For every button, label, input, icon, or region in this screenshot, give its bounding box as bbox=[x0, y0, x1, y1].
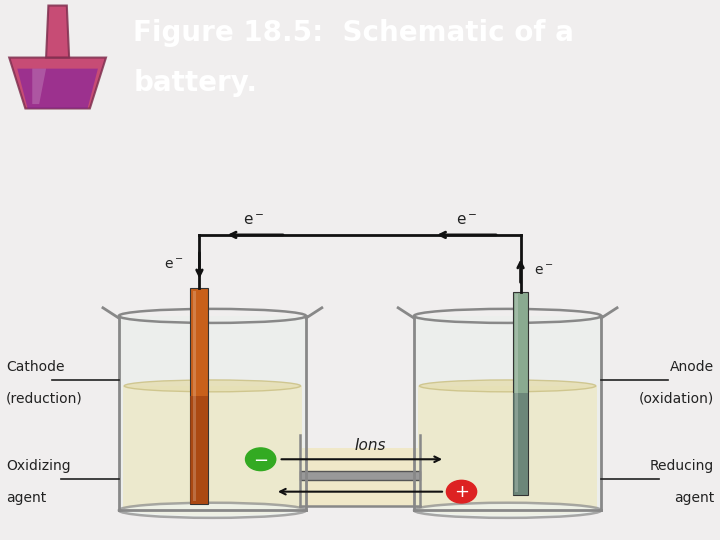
Text: e$^-$: e$^-$ bbox=[164, 258, 184, 272]
Ellipse shape bbox=[125, 380, 301, 392]
Ellipse shape bbox=[123, 501, 302, 516]
PathPatch shape bbox=[9, 58, 106, 109]
Ellipse shape bbox=[119, 503, 306, 518]
Text: e$^-$: e$^-$ bbox=[534, 264, 553, 278]
Text: (reduction): (reduction) bbox=[6, 392, 83, 406]
Polygon shape bbox=[513, 393, 528, 495]
PathPatch shape bbox=[17, 69, 98, 109]
Polygon shape bbox=[119, 316, 306, 510]
Polygon shape bbox=[515, 294, 518, 492]
Text: e$^-$: e$^-$ bbox=[456, 213, 477, 228]
Text: agent: agent bbox=[6, 491, 46, 505]
Ellipse shape bbox=[419, 380, 596, 392]
Text: Figure 18.5:  Schematic of a: Figure 18.5: Schematic of a bbox=[133, 19, 575, 47]
Text: agent: agent bbox=[674, 491, 714, 505]
Polygon shape bbox=[414, 316, 601, 510]
Polygon shape bbox=[123, 386, 302, 508]
Circle shape bbox=[446, 481, 477, 503]
Polygon shape bbox=[193, 291, 196, 501]
Polygon shape bbox=[32, 69, 46, 104]
Text: $-$: $-$ bbox=[253, 450, 269, 468]
Polygon shape bbox=[46, 5, 69, 58]
Polygon shape bbox=[190, 396, 209, 504]
Text: $+$: $+$ bbox=[454, 483, 469, 501]
Ellipse shape bbox=[418, 501, 597, 516]
Text: Ions: Ions bbox=[355, 438, 387, 453]
Polygon shape bbox=[418, 386, 597, 508]
Polygon shape bbox=[513, 292, 528, 495]
Circle shape bbox=[246, 448, 276, 471]
Text: Anode: Anode bbox=[670, 360, 714, 374]
Text: (oxidation): (oxidation) bbox=[639, 392, 714, 406]
Polygon shape bbox=[300, 470, 420, 481]
Text: e$^-$: e$^-$ bbox=[243, 213, 264, 228]
Text: Cathode: Cathode bbox=[6, 360, 64, 374]
Text: Reducing: Reducing bbox=[650, 458, 714, 472]
Polygon shape bbox=[300, 448, 420, 506]
Text: Oxidizing: Oxidizing bbox=[6, 458, 71, 472]
Text: battery.: battery. bbox=[133, 69, 257, 97]
Polygon shape bbox=[190, 288, 209, 504]
Ellipse shape bbox=[414, 503, 601, 518]
